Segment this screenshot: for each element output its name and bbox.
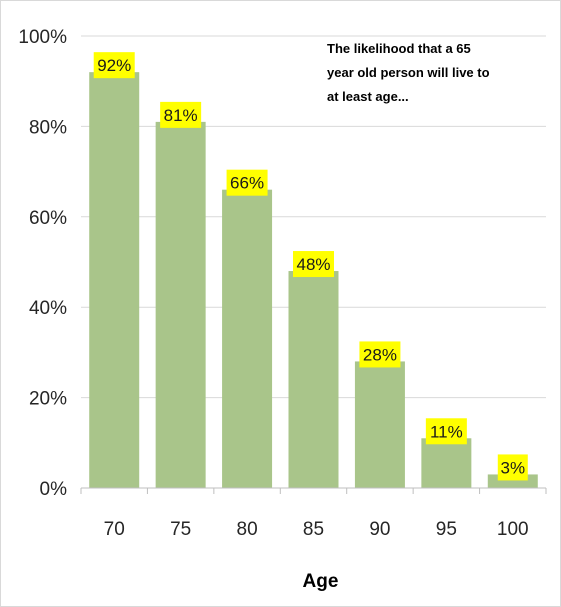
annotation-line: year old person will live to bbox=[327, 65, 490, 80]
bar-75 bbox=[155, 121, 206, 488]
x-tick-label: 85 bbox=[303, 519, 324, 540]
bar-70 bbox=[89, 72, 140, 488]
x-axis-title: Age bbox=[303, 571, 339, 592]
bar-80 bbox=[222, 189, 273, 488]
bar-85 bbox=[288, 271, 339, 488]
annotation-line: The likelihood that a 65 bbox=[327, 41, 471, 56]
data-label-bg bbox=[93, 52, 135, 79]
data-label: 28% bbox=[363, 345, 397, 364]
data-label-bg bbox=[359, 341, 401, 368]
y-tick-label: 60% bbox=[29, 208, 67, 229]
axes: 0% 20% 40% 60% 80% 100% 70 75 80 85 90 95 100 Age bbox=[18, 27, 547, 592]
data-label: 48% bbox=[296, 255, 330, 274]
y-tick-label: 20% bbox=[29, 389, 67, 410]
bars bbox=[89, 72, 538, 488]
data-label-bg bbox=[226, 169, 268, 196]
data-label: 3% bbox=[500, 458, 525, 477]
y-tick-label: 80% bbox=[29, 117, 67, 138]
x-tick-label: 95 bbox=[436, 519, 457, 540]
data-label-bg bbox=[160, 101, 202, 128]
y-tick-label: 40% bbox=[29, 298, 67, 319]
data-label-bg bbox=[497, 454, 528, 481]
data-label: 92% bbox=[97, 56, 131, 75]
bar-90 bbox=[354, 361, 405, 488]
data-label: 81% bbox=[164, 106, 198, 125]
y-tick-label: 0% bbox=[40, 479, 68, 500]
x-tick-label: 70 bbox=[104, 519, 125, 540]
bar-95 bbox=[421, 438, 472, 488]
x-tick-label: 75 bbox=[170, 519, 191, 540]
data-label-bg bbox=[293, 251, 334, 278]
annotation: The likelihood that a 65 year old person … bbox=[327, 41, 490, 104]
x-tick-label: 80 bbox=[237, 519, 258, 540]
y-tick-label: 100% bbox=[18, 27, 67, 48]
data-label: 66% bbox=[230, 174, 264, 193]
data-labels: 92% 81% 66% 48% 28% 11% 3% bbox=[93, 52, 528, 481]
x-tick-label: 100 bbox=[497, 519, 529, 540]
data-label: 11% bbox=[430, 422, 463, 441]
data-label-bg bbox=[425, 418, 467, 445]
annotation-line: at least age... bbox=[327, 89, 409, 104]
x-tick-label: 90 bbox=[369, 519, 390, 540]
